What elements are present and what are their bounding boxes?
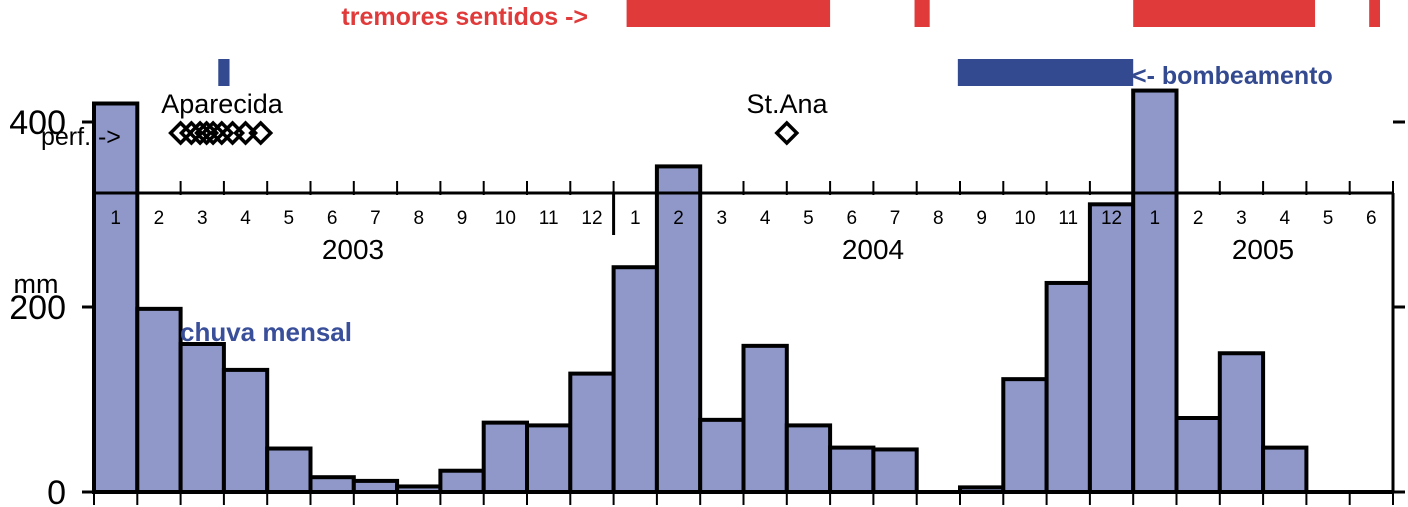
bar [178, 342, 226, 494]
month-tick-label: 8 [933, 208, 944, 229]
bar [784, 423, 833, 494]
drilling-marker [168, 120, 194, 146]
rain-annotation: chuva mensal [180, 317, 352, 347]
year-label-2003: 2003 [322, 234, 384, 265]
month-tick-label: 1 [1150, 208, 1161, 229]
tremor-period [914, 0, 930, 27]
pumping-period [218, 59, 230, 86]
bar [741, 343, 789, 494]
bars-layer [92, 88, 1309, 495]
bar [611, 265, 659, 494]
bar [481, 420, 530, 494]
y-tick-label: 400 [9, 104, 66, 142]
month-tick-label: 12 [1101, 208, 1122, 229]
bar [92, 101, 140, 494]
tremor-period [626, 0, 831, 27]
month-tick-label: 10 [495, 208, 516, 229]
bar [698, 417, 746, 495]
month-tick-label: 3 [1236, 208, 1247, 229]
tremors-annotation: tremores sentidos -> [341, 3, 588, 31]
month-tick-label: 1 [110, 208, 121, 229]
month-tick-label: 4 [760, 208, 771, 229]
month-tick-label: 3 [717, 208, 728, 229]
site-label-stana: St.Ana [746, 89, 828, 119]
month-tick-label: 6 [846, 208, 857, 229]
month-tick-label: 2 [1193, 208, 1204, 229]
bar [1174, 416, 1222, 494]
month-tick-label: 7 [370, 208, 381, 229]
month-tick-label: 7 [890, 208, 901, 229]
month-tick-label: 2 [154, 208, 165, 229]
month-tick-label: 6 [327, 208, 338, 229]
month-tick-label: 10 [1014, 208, 1035, 229]
drilling-annotation: perf. -> [41, 123, 121, 151]
month-tick-label: 2 [673, 208, 684, 229]
drilling-marker [774, 120, 800, 146]
bar [135, 306, 183, 494]
tremor-period [1133, 0, 1316, 27]
year-label-2004: 2004 [842, 234, 904, 265]
month-tick-label: 5 [803, 208, 814, 229]
bar [308, 475, 356, 495]
month-tick-label: 9 [976, 208, 987, 229]
year-label-2005: 2005 [1232, 234, 1294, 265]
month-tick-label: 8 [413, 208, 424, 229]
bar [1131, 88, 1179, 495]
marks-layer [168, 0, 1381, 146]
month-tick-label: 11 [539, 208, 559, 229]
month-tick-label: 4 [240, 208, 251, 229]
drilling-marker [248, 120, 274, 146]
month-tick-label: 4 [1279, 208, 1290, 229]
month-tick-label: 6 [1366, 208, 1377, 229]
y-tick-label: 200 [9, 289, 66, 327]
bar [221, 367, 270, 494]
tremor-period [1369, 0, 1381, 27]
month-tick-label: 5 [284, 208, 295, 229]
bar [654, 164, 703, 494]
text-layer: tremores sentidos -> <- bombeamento perf… [9, 3, 1376, 507]
pumping-period [957, 59, 1134, 86]
bar [1087, 202, 1136, 494]
month-tick-label: 1 [630, 208, 641, 229]
bar [871, 447, 919, 495]
month-tick-label: 9 [457, 208, 468, 229]
frame-layer [82, 120, 1405, 505]
drilling-marker [200, 120, 226, 146]
month-tick-label: 11 [1058, 208, 1078, 229]
bar [828, 445, 876, 495]
site-label-aparecida: Aparecida [161, 89, 284, 119]
month-tick-label: 12 [581, 208, 602, 229]
month-tick-label: 3 [197, 208, 208, 229]
bar [525, 423, 573, 494]
bar [1044, 280, 1092, 495]
y-axis-label: mm [14, 269, 59, 299]
bar [1001, 377, 1049, 494]
drilling-marker [209, 120, 235, 146]
bar [568, 371, 616, 495]
bar [1217, 351, 1266, 494]
bar [438, 468, 486, 495]
bar [265, 446, 313, 494]
pumping-annotation: <- bombeamento [1132, 62, 1333, 90]
y-tick-label: 0 [47, 474, 66, 507]
month-tick-label: 5 [1323, 208, 1334, 229]
bar [1261, 445, 1309, 495]
